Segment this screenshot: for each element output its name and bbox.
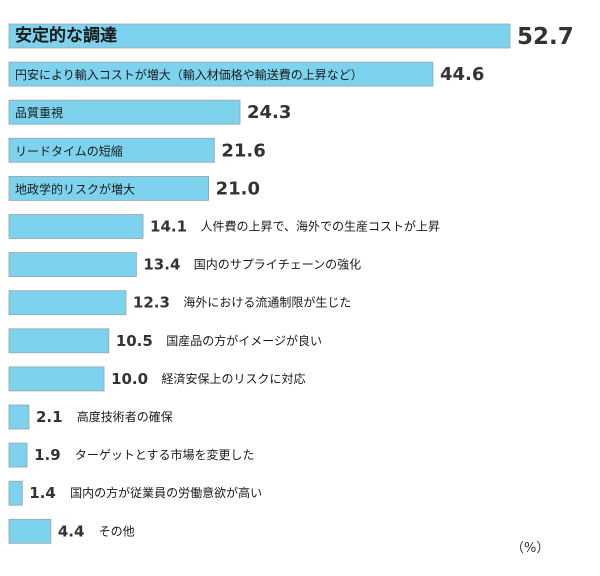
value-label: 44.6 — [440, 64, 484, 85]
bar — [8, 252, 137, 278]
value-label: 1.9 — [34, 446, 61, 464]
category-label: 安定的な調達 — [15, 25, 117, 46]
category-label: リードタイムの短縮 — [15, 143, 123, 158]
value-label: 14.1 — [150, 218, 187, 236]
value-label: 4.4 — [58, 522, 85, 540]
category-label: 高度技術者の確保 — [77, 409, 173, 424]
value-label: 21.6 — [221, 140, 265, 161]
bar — [8, 61, 434, 87]
value-label: 10.0 — [111, 370, 148, 388]
bar — [8, 137, 215, 163]
category-label: 品質重視 — [15, 105, 63, 120]
category-label: その他 — [99, 524, 135, 538]
bar — [8, 480, 23, 506]
unit-label: （%） — [511, 541, 550, 556]
value-label: 1.4 — [29, 484, 56, 502]
value-label: 2.1 — [36, 408, 63, 426]
value-label: 52.7 — [517, 24, 574, 50]
value-label: 12.3 — [133, 294, 170, 312]
category-label: ターゲットとする市場を変更した — [75, 447, 255, 462]
category-label: 円安により輸入コストが増大（輸入材価格や輸送費の上昇など） — [15, 67, 363, 82]
value-label: 10.5 — [116, 332, 153, 350]
value-label: 21.0 — [216, 178, 260, 199]
bar — [8, 518, 52, 544]
value-label: 13.4 — [143, 256, 180, 274]
category-label: 海外における流通制限が生じた — [183, 295, 351, 310]
value-label: 24.3 — [247, 102, 291, 123]
bar — [8, 23, 511, 49]
bar — [8, 366, 105, 392]
category-label: 経済安保上のリスクに対応 — [161, 371, 305, 386]
category-label: 国産品の方がイメージが良い — [166, 333, 322, 348]
bar — [8, 442, 28, 468]
category-label: 地政学的リスクが増大 — [15, 181, 135, 196]
category-label: 人件費の上昇で、海外での生産コストが上昇 — [200, 219, 440, 234]
bar — [8, 214, 144, 239]
category-label: 国内のサプライチェーンの強化 — [194, 258, 361, 272]
bar — [8, 175, 210, 201]
bar — [8, 328, 110, 354]
bar — [8, 404, 30, 430]
category-label: 国内の方が従業員の労働意欲が高い — [70, 485, 262, 500]
bar — [8, 290, 127, 316]
bar — [8, 99, 241, 125]
